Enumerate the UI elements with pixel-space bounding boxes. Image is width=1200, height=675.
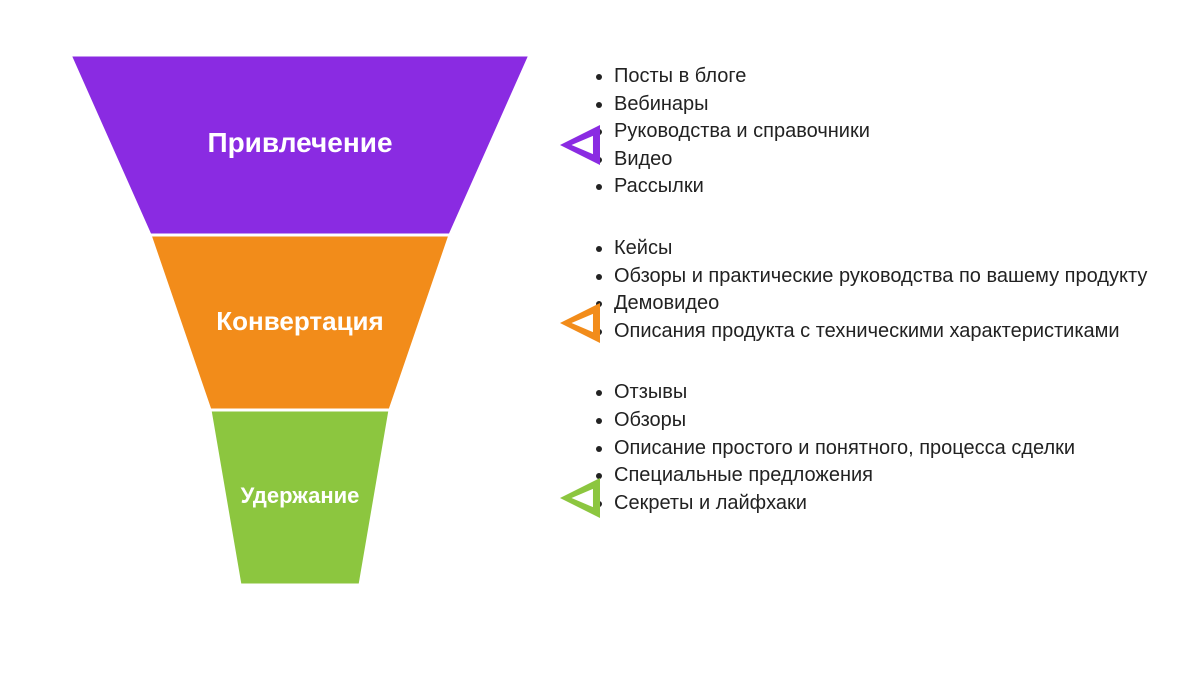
list-item: Отзывы [614,379,1160,407]
list-item: Описания продукта с техническими характе… [614,318,1160,346]
list-item: Кейсы [614,235,1160,263]
funnel-stage-label-2: Удержание [70,483,530,509]
list-item: Обзоры [614,407,1160,435]
list-item: Вебинары [614,91,1160,119]
list-item: Описание простого и понятного, процесса … [614,435,1160,463]
list-item: Рассылки [614,173,1160,201]
list-block-2: ОтзывыОбзорыОписание простого и понятног… [590,379,1160,517]
list-item: Демовидео [614,290,1160,318]
funnel-stage-label-0: Привлечение [70,127,530,159]
list-item: Обзоры и практические руководства по ваш… [614,263,1160,291]
arrow-icon-1 [560,303,600,343]
arrow-icon-2 [560,478,600,518]
arrow-icon-0 [560,125,600,165]
list-block-0: Посты в блогеВебинарыРуководства и справ… [590,63,1160,201]
list-item: Посты в блоге [614,63,1160,91]
list-block-1: КейсыОбзоры и практические руководства п… [590,235,1160,345]
funnel-column: Привлечение Конвертация Удержание [70,55,530,585]
list-item: Руководства и справочники [614,118,1160,146]
list-item: Видео [614,146,1160,174]
list-item: Специальные предложения [614,462,1160,490]
lists-column: Посты в блогеВебинарыРуководства и справ… [590,55,1160,585]
funnel-stage-label-1: Конвертация [70,306,530,337]
list-item: Секреты и лайфхаки [614,490,1160,518]
